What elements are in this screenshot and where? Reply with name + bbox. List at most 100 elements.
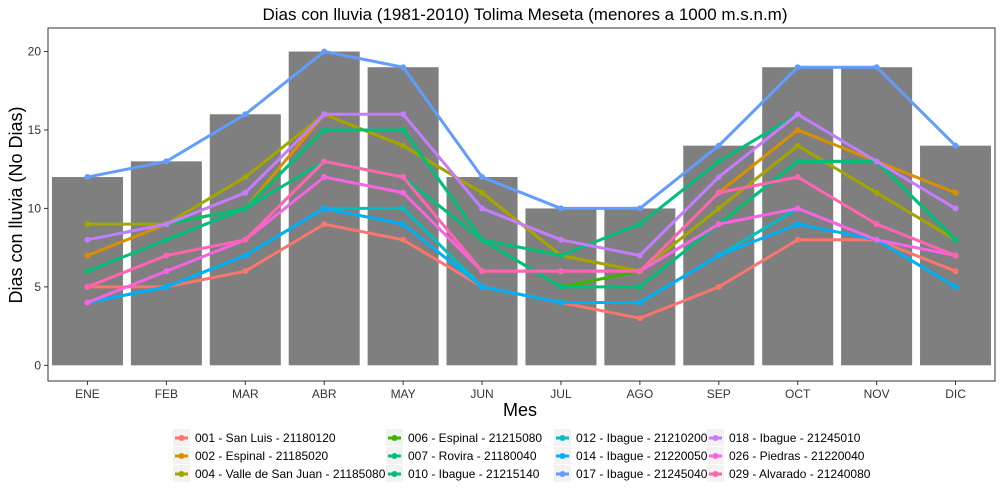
data-point (84, 299, 91, 306)
data-point (242, 111, 249, 118)
data-point (321, 174, 328, 181)
data-point (557, 252, 564, 259)
x-tick-label: DIC (945, 387, 966, 401)
data-point (400, 221, 407, 228)
x-tick-label: MAR (232, 387, 259, 401)
data-point (715, 142, 722, 149)
data-point (794, 158, 801, 165)
y-axis: 0 5 10 15 20 (28, 45, 48, 372)
legend-item: 006 - Espinal - 21215080 (386, 429, 542, 446)
data-point (636, 299, 643, 306)
data-point (636, 221, 643, 228)
data-point (163, 252, 170, 259)
data-point (873, 221, 880, 228)
legend-item: 014 - Ibague - 21220050 (554, 447, 708, 464)
legend-label: 006 - Espinal - 21215080 (408, 431, 542, 445)
data-point (242, 205, 249, 212)
y-axis-title: Dias con lluvia (No Dias) (6, 106, 26, 303)
data-point (479, 236, 486, 243)
data-point (636, 252, 643, 259)
legend-key-point (178, 435, 185, 441)
legend-label: 026 - Piedras - 21220040 (729, 449, 865, 463)
data-point (794, 126, 801, 133)
data-point (479, 189, 486, 196)
data-point (242, 174, 249, 181)
data-point (794, 236, 801, 243)
data-point (321, 48, 328, 55)
plot-area (47, 27, 996, 382)
data-point (952, 283, 959, 290)
y-tick-label: 15 (28, 123, 42, 137)
legend-label: 014 - Ibague - 21220050 (576, 449, 708, 463)
legend-label: 017 - Ibague - 21245040 (576, 467, 708, 481)
data-point (794, 142, 801, 149)
data-point (557, 299, 564, 306)
data-point (84, 221, 91, 228)
x-tick-label: JUL (550, 387, 572, 401)
data-point (873, 158, 880, 165)
data-point (794, 174, 801, 181)
data-point (400, 126, 407, 133)
series-line (85, 50, 958, 210)
data-point (321, 205, 328, 212)
data-point (400, 205, 407, 212)
data-point (636, 315, 643, 322)
data-point (242, 268, 249, 275)
legend-label: 010 - Ibague - 21215140 (408, 467, 540, 481)
data-point (636, 268, 643, 275)
data-point (952, 252, 959, 259)
y-tick-label: 5 (34, 280, 41, 294)
data-point (400, 64, 407, 71)
data-point (163, 283, 170, 290)
data-point (321, 158, 328, 165)
legend-label: 012 - Ibague - 21210200 (576, 431, 708, 445)
data-point (715, 158, 722, 165)
data-point (873, 189, 880, 196)
data-point (479, 205, 486, 212)
x-tick-label: FEB (155, 387, 178, 401)
data-point (715, 189, 722, 196)
data-point (873, 64, 880, 71)
data-point (557, 236, 564, 243)
legend-key-point (712, 453, 719, 459)
x-axis-title: Mes (503, 400, 537, 420)
data-point (400, 142, 407, 149)
x-axis: ENE FEB MAR ABR MAY JUN JUL AGO SEP OCT NOV DIC (75, 381, 966, 401)
legend-item: 018 - Ibague - 21245010 (707, 429, 861, 446)
data-point (715, 221, 722, 228)
data-point (479, 268, 486, 275)
data-point (557, 205, 564, 212)
x-tick-label: NOV (864, 387, 890, 401)
data-point (163, 268, 170, 275)
legend-key-point (178, 471, 185, 477)
data-point (242, 236, 249, 243)
data-point (952, 268, 959, 275)
y-tick-label: 20 (28, 45, 42, 59)
data-point (321, 111, 328, 118)
data-point (952, 189, 959, 196)
legend-key-point (559, 471, 566, 477)
data-point (400, 111, 407, 118)
legend-item: 012 - Ibague - 21210200 (554, 429, 708, 446)
data-point (163, 236, 170, 243)
data-point (715, 252, 722, 259)
legend-key-point (559, 453, 566, 459)
data-point (84, 174, 91, 181)
data-point (794, 205, 801, 212)
legend-key-point (391, 435, 398, 441)
x-tick-label: ENE (75, 387, 100, 401)
x-tick-label: AGO (627, 387, 654, 401)
legend-item: 010 - Ibague - 21215140 (386, 465, 540, 482)
series-line (85, 159, 958, 289)
x-tick-label: OCT (785, 387, 811, 401)
legend-key-point (712, 435, 719, 441)
legend-label: 018 - Ibague - 21245010 (729, 431, 861, 445)
x-tick-label: JUN (470, 387, 493, 401)
data-point (794, 64, 801, 71)
data-point (794, 221, 801, 228)
data-point (163, 221, 170, 228)
data-point (84, 268, 91, 275)
x-tick-label: SEP (707, 387, 731, 401)
data-point (873, 236, 880, 243)
